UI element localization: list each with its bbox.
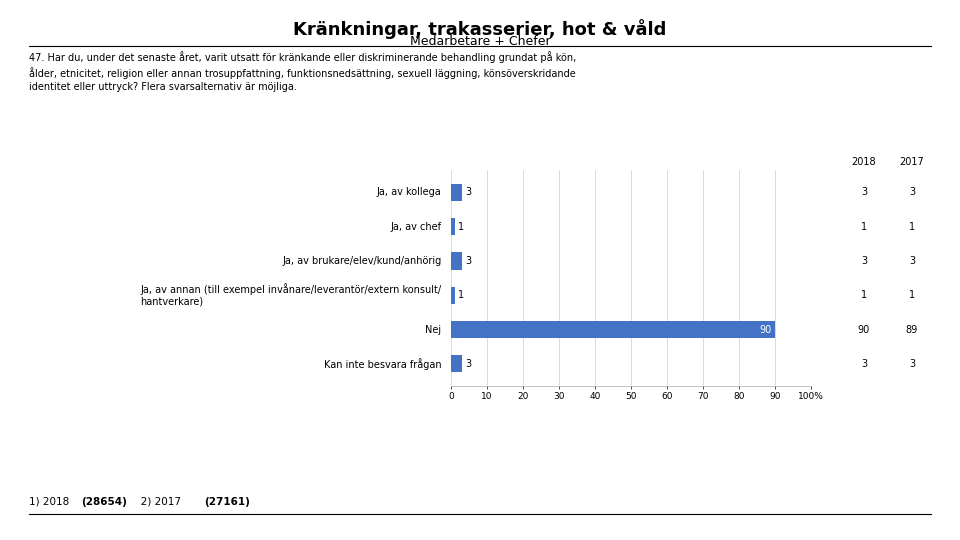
Bar <box>451 355 462 373</box>
Text: 2017: 2017 <box>900 157 924 167</box>
Text: 1: 1 <box>458 290 464 300</box>
Text: 3: 3 <box>861 359 867 369</box>
Text: 4% (5%) av medarbetarna och 1% (2%) av cheferna har svarat att de utsatts av någ: 4% (5%) av medarbetarna och 1% (2%) av c… <box>35 408 557 437</box>
Text: 47. Har du, under det senaste året, varit utsatt för kränkande eller diskriminer: 47. Har du, under det senaste året, vari… <box>29 51 576 92</box>
Bar <box>451 218 455 235</box>
Text: Nej: Nej <box>425 325 442 334</box>
Text: 1: 1 <box>458 222 464 232</box>
Text: Ja, av annan (till exempel invånare/leverantör/extern konsult/
hantverkare): Ja, av annan (till exempel invånare/leve… <box>140 284 442 307</box>
Text: 1: 1 <box>909 222 915 232</box>
Text: 3: 3 <box>909 359 915 369</box>
Bar <box>451 287 455 304</box>
Text: 3: 3 <box>909 187 915 198</box>
Text: 90: 90 <box>858 325 870 334</box>
Bar <box>451 184 462 201</box>
Text: 3: 3 <box>909 256 915 266</box>
Text: 1: 1 <box>861 222 867 232</box>
Text: Kan inte besvara frågan: Kan inte besvara frågan <box>324 358 442 370</box>
Text: (28654): (28654) <box>82 496 128 507</box>
Text: 89: 89 <box>906 325 918 334</box>
Text: 3: 3 <box>465 359 471 369</box>
Text: 2018: 2018 <box>852 157 876 167</box>
Bar <box>451 252 462 269</box>
Bar <box>451 321 775 338</box>
Text: Ja, av chef: Ja, av chef <box>391 222 442 232</box>
Text: Medarbetare + Chefer: Medarbetare + Chefer <box>410 35 550 48</box>
Text: Kränkningar, trakasserier, hot & våld: Kränkningar, trakasserier, hot & våld <box>294 19 666 39</box>
Text: 2) 2017: 2) 2017 <box>131 496 183 507</box>
Text: 3: 3 <box>861 187 867 198</box>
Text: 3: 3 <box>861 256 867 266</box>
Text: 90: 90 <box>759 325 772 334</box>
Text: (27161): (27161) <box>204 496 251 507</box>
Text: 1) 2018: 1) 2018 <box>29 496 72 507</box>
Text: Ja, av brukare/elev/kund/anhörig: Ja, av brukare/elev/kund/anhörig <box>282 256 442 266</box>
Text: 3: 3 <box>465 256 471 266</box>
Text: 3: 3 <box>465 187 471 198</box>
Text: Ja, av kollega: Ja, av kollega <box>377 187 442 198</box>
Text: 1: 1 <box>861 290 867 300</box>
Text: 1: 1 <box>909 290 915 300</box>
